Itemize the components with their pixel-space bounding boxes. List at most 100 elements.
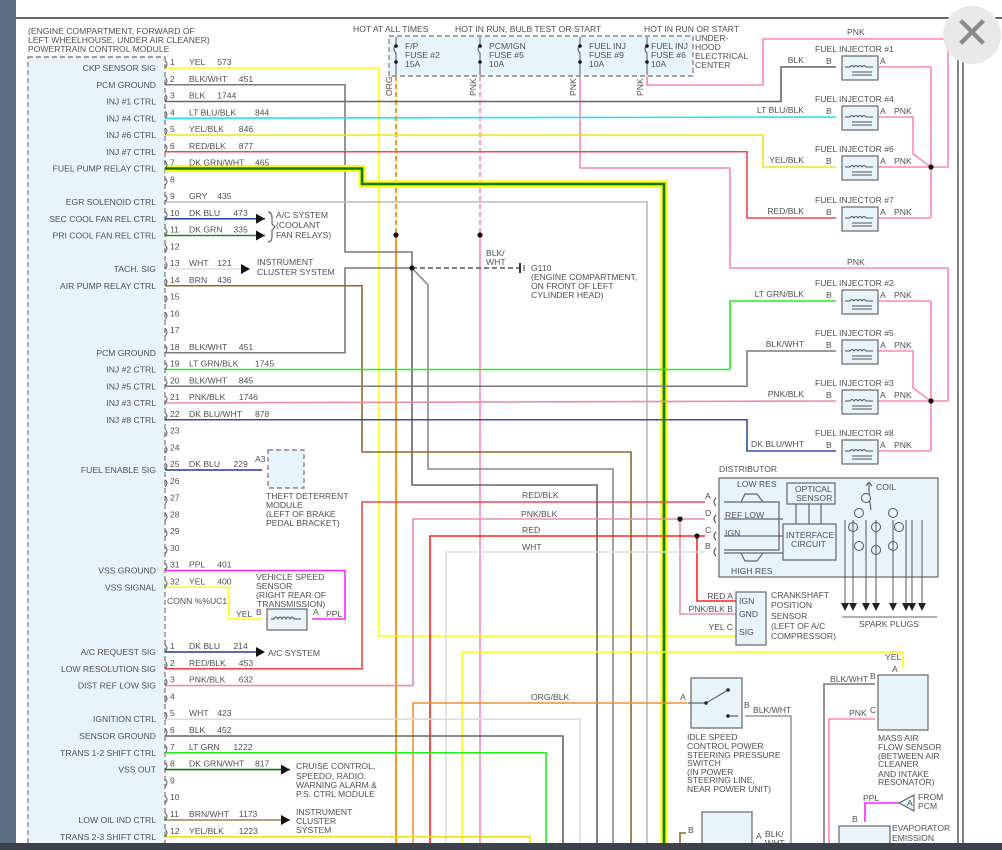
c1-pin-function: PCM GROUND [96,348,156,358]
injector-name: FUEL INJECTOR #6 [815,144,894,154]
spark-plug-arrow-icon [889,603,897,611]
c2-pin-number: 4 [170,691,175,701]
c2-circuit-number: 632 [239,675,254,685]
c1-pin-number: 3 [170,91,175,101]
lower-pin-a: A [756,831,762,841]
cap-terminal [854,541,864,551]
wires [164,38,949,850]
c1-pin-function: CKP SENSOR SIG [83,63,157,73]
c1-wire-color: GRY [189,191,208,201]
c2-pin-function: SENSOR GROUND [79,731,156,741]
splice-dot [677,516,683,522]
ckp-wire: PNK/BLK B [689,604,734,614]
pcm-box [27,56,166,850]
c2-pin-number: 2 [170,658,175,668]
interface-label: CIRCUIT [791,539,827,549]
c1-circuit-number: 845 [239,375,254,385]
lower-pin-b: B [688,825,694,835]
c1-pin-number: 12 [170,241,180,251]
low-oil-dest: CLUSTER [296,816,336,826]
injector-b-wire: DK BLU/WHT [751,439,805,449]
vss-wire-a: PPL [326,609,342,619]
c1-circuit-number: 877 [239,141,254,151]
close-button[interactable]: ✕ [943,6,1001,64]
wire-ground-down [411,268,598,850]
c2-pin-number: 3 [170,675,175,685]
c1-wire-color: RED/BLK [189,141,226,151]
c1-pin-number: 16 [170,308,180,318]
wire-maf-b [823,683,875,850]
window-left-edge [0,0,16,850]
c2-wire-color: DK BLU [189,641,220,651]
evap-label: EMISSION [892,833,934,843]
injector-a-wire: PNK [894,340,912,350]
dist-wire-label: PNK/BLK [521,509,558,519]
theft-label: PEDAL BRACKET) [266,518,340,528]
c1-pin-number: 19 [170,359,180,369]
wire-inj8 [165,418,836,452]
c1-pin-number: 5 [170,124,175,134]
vss-pin-a: A [313,607,319,617]
distributor-cavity [713,514,717,524]
c2-wire-color: BLK [189,725,206,735]
c2-wire-color: WHT [189,708,209,718]
spark-plug-arrow-icon [862,603,870,611]
spark-plug-arrow-icon [872,603,880,611]
injector-pin-a: A [880,156,886,166]
coil-icon [845,216,873,227]
c1-circuit-number: 401 [217,560,232,570]
connector-cavity [164,345,168,354]
connector-cavity [164,328,168,337]
connector-cavity [164,579,168,588]
c1-pin-number: 6 [170,141,175,151]
connector-cavity [164,278,168,287]
c2-wire-color: RED/BLK [189,658,226,668]
fuse-label: 10A [651,59,667,69]
c1-pin-number: 1 [170,57,175,67]
mass-air-flow-sensor [877,674,929,731]
splice-dot [393,232,399,238]
c1-pin-number: 4 [170,107,175,117]
cluster-label: CLUSTER SYSTEM [257,267,335,277]
theft-deterrent-module [267,449,305,489]
c1-wire-color: BLK [189,91,206,101]
injector-pin-b: B [826,440,832,450]
wire-ign [429,535,705,850]
c2-circuit-number: 452 [217,725,232,735]
optical-label: SENSOR [796,493,832,503]
c2-circuit-number: 817 [255,759,270,769]
c2-pin-number: 12 [170,826,180,836]
c1-circuit-number: 400 [217,576,232,586]
c1-pin-number: 25 [170,459,180,469]
wire-inj2 [165,300,836,371]
arrow-icon [256,230,265,241]
fuse-terminal [394,60,398,64]
ckp-label: CRANKSHAFT [771,590,830,600]
injector-name: FUEL INJECTOR #8 [815,428,894,438]
injector-pin-b: B [826,207,832,217]
connector-cavity [164,644,168,653]
c1-wire-color: BRN [189,275,207,285]
c1-pin-function: INJ #7 CTRL [106,147,156,157]
injector-a-wire: PNK [894,390,912,400]
c1-pin-number: 14 [170,275,180,285]
c2-wire-color: PNK/BLK [189,675,226,685]
c1-pin-function: INJ #6 CTRL [106,130,156,140]
c1-circuit-number: 573 [217,57,232,67]
wire-pcm-ground [165,83,413,268]
connector-cavity [164,127,168,136]
center-label: ELECTRICAL [695,51,748,61]
c1-pin-number: 15 [170,292,180,302]
c1-pin-function: VSS GROUND [98,566,156,576]
c1-wire-color: YEL/BLK [189,124,224,134]
c1-pin-number: 26 [170,476,180,486]
connector-cavity [164,244,168,253]
arrow-icon [256,213,265,224]
connector-cavity [164,228,168,236]
fuse-label: FUSE #2 [405,50,440,60]
c2-pin-function: DIST REF LOW SIG [78,681,156,691]
fuse-terminal [578,60,582,64]
coil-icon [845,299,873,310]
fuse-wire-label: ORG [384,76,394,96]
c1-wire-color: PNK/BLK [189,392,226,402]
